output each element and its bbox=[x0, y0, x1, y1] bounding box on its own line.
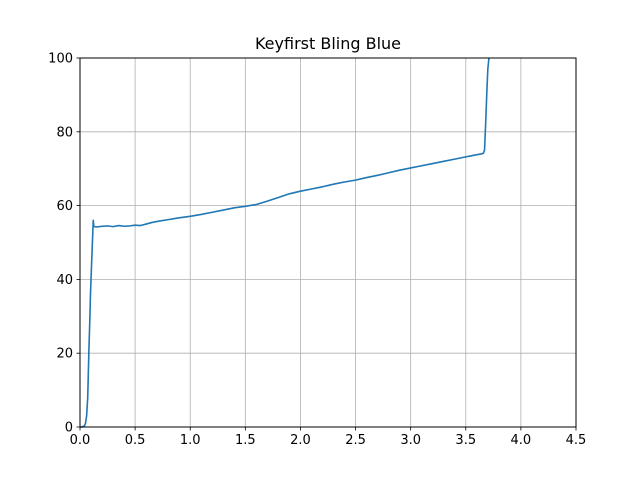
x-tick-label: 4.0 bbox=[511, 433, 532, 448]
grid-lines bbox=[79, 57, 577, 428]
x-tick-label: 2.5 bbox=[345, 433, 366, 448]
y-tick-label: 60 bbox=[56, 199, 73, 214]
series-line bbox=[80, 57, 490, 428]
series-group bbox=[80, 57, 490, 428]
y-tick-label: 20 bbox=[56, 347, 73, 362]
y-tick-label: 80 bbox=[56, 125, 73, 140]
x-tick-label: 0.0 bbox=[70, 433, 91, 448]
x-tick-label: 3.5 bbox=[455, 433, 476, 448]
y-tick-label: 100 bbox=[48, 52, 73, 67]
x-axis: 0.0 0.5 1.0 1.5 2.0 2.5 3.0 3.5 4.0 4.5 bbox=[70, 427, 587, 448]
y-tick-label: 40 bbox=[56, 273, 73, 288]
x-tick-label: 4.5 bbox=[566, 433, 587, 448]
y-axis: 0 20 40 60 80 100 bbox=[48, 52, 80, 436]
plot-frame bbox=[79, 57, 577, 428]
x-tick-label: 1.0 bbox=[180, 433, 201, 448]
x-tick-label: 3.0 bbox=[400, 433, 421, 448]
chart-title: Keyfirst Bling Blue bbox=[255, 34, 401, 53]
x-tick-label: 2.0 bbox=[290, 433, 311, 448]
x-tick-label: 1.5 bbox=[235, 433, 256, 448]
x-tick-label: 0.5 bbox=[125, 433, 146, 448]
y-tick-label: 0 bbox=[65, 421, 73, 436]
